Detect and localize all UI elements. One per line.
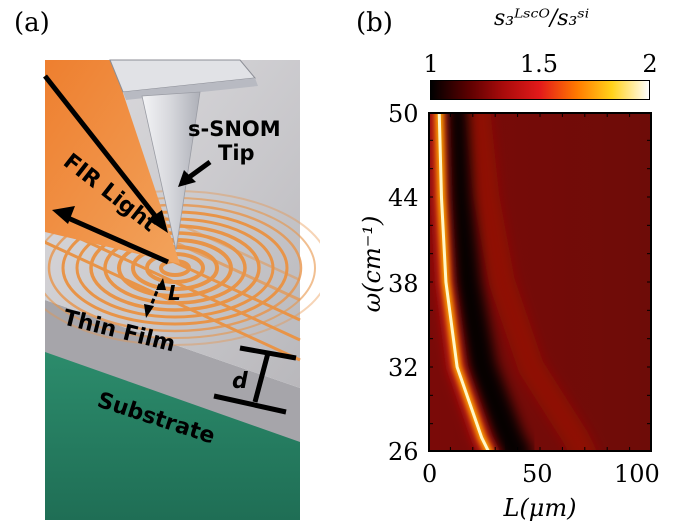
faint-fringe-layer-0 [464, 112, 598, 452]
thickness-bar-icon [213, 345, 297, 415]
colorbar-title: s₃ᴸˢᶜᴼ/s₃ˢⁱ [494, 6, 590, 31]
plot-frame [428, 112, 652, 452]
schematic-illustration: s-SNOM Tip FIR Light L Thin Film d Subst… [43, 59, 320, 520]
thickness-label: d [232, 369, 248, 394]
substrate-layer [45, 350, 300, 520]
reflected-arrow-icon [52, 206, 170, 265]
panel-b-label: (b) [356, 8, 393, 38]
y-tick-38: 38 [388, 270, 419, 298]
y-tick-32: 32 [388, 354, 419, 382]
x-tick-50: 50 [522, 460, 553, 488]
tip-arrow-icon [178, 159, 212, 187]
heatmap-plot [428, 112, 652, 452]
y-axis-label: ω(cm⁻¹) [358, 215, 386, 313]
film-side [45, 300, 300, 442]
tip-label-line1: s-SNOM [188, 117, 281, 141]
snom-tip [141, 91, 201, 251]
distance-label: L [168, 281, 181, 305]
panel-a-label: (a) [14, 8, 50, 38]
distance-arrow-icon [144, 278, 166, 318]
x-tick-100: 100 [614, 460, 660, 488]
x-axis-label: L(μm) [503, 494, 577, 522]
tip-label-line2: Tip [218, 141, 255, 165]
y-tick-26: 26 [388, 438, 419, 466]
x-tick-0: 0 [422, 460, 438, 488]
colorbar-tick-2: 2 [642, 50, 658, 78]
colorbar-tick-1: 1 [423, 50, 439, 78]
dark-band-layer-0 [437, 112, 533, 452]
y-tick-44: 44 [388, 184, 419, 212]
y-tick-50: 50 [388, 100, 419, 128]
colorbar-tick-1-5: 1.5 [519, 50, 559, 78]
colorbar [430, 80, 650, 100]
light-arrow-icon [43, 74, 168, 233]
bright-fringe-layer-2 [437, 112, 491, 452]
